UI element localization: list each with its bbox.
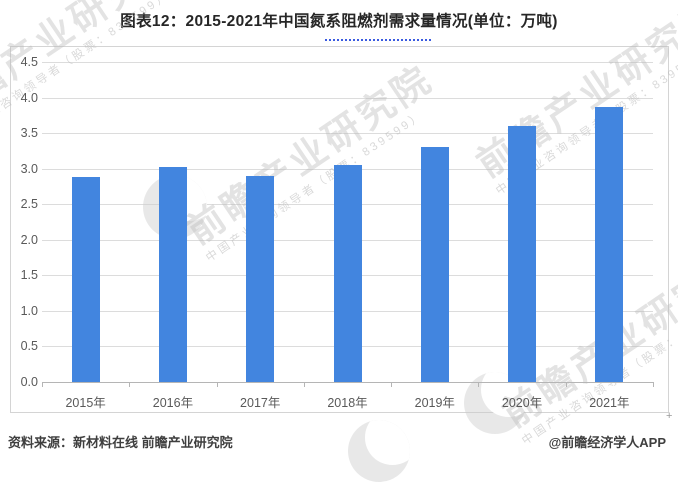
x-axis-line xyxy=(42,382,653,383)
x-axis-category-label: 2018年 xyxy=(327,396,368,410)
axis-tick xyxy=(653,382,654,387)
x-axis-category-label: 2016年 xyxy=(152,396,194,410)
y-axis-tick-label: 4.5 xyxy=(20,55,38,69)
axis-tick xyxy=(42,382,43,387)
bar-2017 xyxy=(246,175,275,382)
bar-2019 xyxy=(420,147,449,382)
axis-tick xyxy=(565,382,567,387)
axis-tick xyxy=(129,382,131,387)
bar-2015 xyxy=(71,177,100,382)
y-axis-tick-label: 4.0 xyxy=(20,90,38,105)
resize-handle-icon: + xyxy=(666,410,673,422)
gridline xyxy=(42,133,653,135)
x-axis-category-label: 2021年 xyxy=(589,396,630,410)
y-axis-tick-label: 0.5 xyxy=(20,339,38,354)
chart-title: 图表12：2015-2021年中国氮系阻燃剂需求量情况(单位：万吨) xyxy=(120,13,558,30)
y-axis-tick-label: 1.5 xyxy=(20,268,38,283)
x-axis-category-label: 2015年 xyxy=(65,396,106,410)
watermark-logo-circle xyxy=(348,420,410,482)
y-axis-tick-label: 3.0 xyxy=(20,161,38,176)
gridline xyxy=(42,97,653,99)
title-underline-dots xyxy=(325,34,431,41)
bar-2020 xyxy=(508,126,537,382)
axis-tick xyxy=(303,382,305,387)
gridline xyxy=(42,62,653,63)
y-axis-tick-label: 1.0 xyxy=(20,303,38,318)
y-axis-tick-label: 2.5 xyxy=(20,197,38,212)
bar-2018 xyxy=(333,165,362,382)
axis-tick xyxy=(391,382,393,387)
bar-2021 xyxy=(595,106,624,382)
axis-tick xyxy=(478,382,480,387)
y-axis-tick-label: 3.5 xyxy=(20,126,38,141)
app-credit: @前瞻经济学人APP xyxy=(548,435,666,450)
x-axis-category-label: 2017年 xyxy=(240,396,281,410)
axis-tick xyxy=(216,382,218,387)
x-axis-category-label: 2019年 xyxy=(414,396,455,410)
y-axis-tick-label: 0.0 xyxy=(20,375,38,389)
chart-area: 0.0 0.5 1.0 1.5 2.0 2.5 3.0 3.5 4.0 4.5 2015年 2016年… xyxy=(10,46,669,413)
y-axis-tick-label: 2.0 xyxy=(20,232,38,247)
x-axis-category-label: 2020年 xyxy=(501,396,543,410)
bar-2016 xyxy=(158,166,187,382)
source-note: 资料来源：新材料在线 前瞻产业研究院 xyxy=(8,435,233,450)
